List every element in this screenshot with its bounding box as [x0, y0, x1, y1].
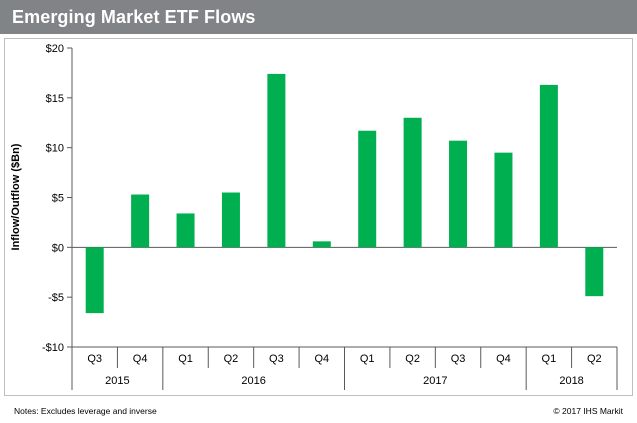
bar — [312, 241, 331, 248]
bar — [358, 130, 377, 248]
y-tick-label: $10 — [46, 143, 64, 155]
y-axis: $20 $15 $10 $5 $0 -$5 -$10 — [42, 43, 617, 354]
y-tick-label: -$5 — [48, 292, 64, 304]
bars — [85, 73, 604, 314]
bar — [539, 84, 558, 248]
x-tick-label: Q1 — [360, 353, 375, 365]
x-tick-label: Q2 — [224, 353, 239, 365]
bar — [131, 194, 150, 248]
bar — [585, 247, 604, 297]
x-tick-label: Q2 — [587, 353, 602, 365]
title-bar: Emerging Market ETF Flows — [0, 0, 637, 34]
x-tick-label: Q1 — [542, 353, 557, 365]
x-tick-label: Q4 — [314, 353, 329, 365]
bar — [267, 73, 286, 248]
bar — [403, 117, 422, 248]
x-axis: Q3 Q4 Q1 Q2 Q3 Q4 Q1 Q2 Q3 Q4 Q1 Q2 2015 2016 2017 2018 — [71, 346, 618, 390]
footnote: Notes: Excludes leverage and inverse — [14, 406, 157, 416]
x-tick-label: Q4 — [133, 353, 148, 365]
y-tick-label: -$10 — [42, 342, 64, 354]
bar — [494, 152, 513, 248]
bar-chart: $20$15$10$5$0-$5-$10 Q3 Q4 Q1 Q2 Q3 Q4 Q1 Q2 Q3 Q… — [10, 43, 618, 390]
chart-title: Emerging Market ETF Flows — [12, 7, 256, 27]
bar — [85, 247, 104, 314]
y-tick-label: $15 — [46, 93, 64, 105]
x-tick-label: Q3 — [269, 353, 284, 365]
x-tick-label: Q4 — [496, 353, 511, 365]
year-label: 2015 — [105, 375, 129, 387]
y-tick-label: $5 — [52, 193, 64, 205]
plot-border — [4, 38, 633, 396]
x-tick-label: Q3 — [451, 353, 466, 365]
x-tick-label: Q3 — [87, 353, 102, 365]
x-tick-label: Q2 — [405, 353, 420, 365]
bar — [176, 213, 195, 248]
bar — [449, 140, 468, 248]
year-label: 2016 — [241, 375, 265, 387]
x-tick-label: Q1 — [178, 353, 193, 365]
year-label: 2017 — [423, 375, 447, 387]
year-label: 2018 — [559, 375, 583, 387]
y-axis-label: Inflow/Outflow ($Bn) — [10, 143, 22, 250]
y-tick-label: $0 — [52, 242, 64, 254]
bar — [221, 192, 240, 248]
copyright: © 2017 IHS Markit — [553, 406, 623, 416]
y-tick-label: $20 — [46, 43, 64, 55]
